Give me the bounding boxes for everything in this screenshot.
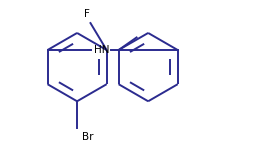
Text: HN: HN xyxy=(94,45,110,55)
Text: F: F xyxy=(84,10,90,20)
Text: Br: Br xyxy=(82,132,93,142)
